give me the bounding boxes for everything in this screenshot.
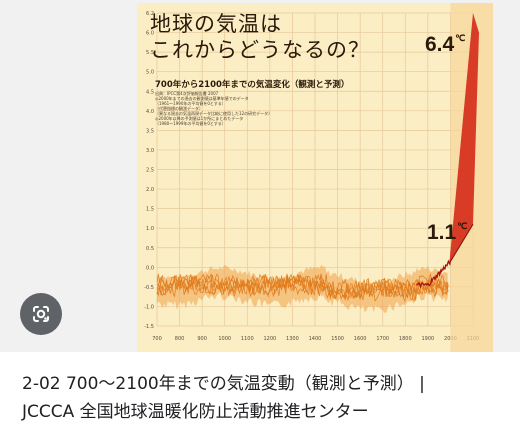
note-line: （異なる過去の気温再現データ比較に使用した12の研究データ） [155,111,273,116]
y-tick-label: -1.5 [144,324,154,330]
y-tick-label: 0.5 [146,246,154,252]
note-line: ◎2000年までの過去の観測値は基準年値でのデータ [155,96,249,101]
observed-line [416,259,452,289]
callout-low-value: 1.1 [427,221,457,244]
y-tick-label: 2.5 [146,168,154,174]
x-tick-label: 1300 [286,336,299,342]
x-tick-label: 1800 [399,336,412,342]
y-tick-label: -0.5 [144,285,154,291]
x-tick-label: 1000 [218,336,231,342]
poster-title-line1: 地球の気温は [150,12,282,36]
temperature-chart: 6.2 6.0 5.5 5.0 4.5 4.0 3.5 3.0 2.5 2.0 1.5 1.0 0.5 0… [144,3,493,352]
y-tick-label: 1.0 [146,226,154,232]
reconstruction-band [157,264,448,313]
y-tick-label: 5.0 [146,70,154,76]
temperature-poster: 6.2 6.0 5.5 5.0 4.5 4.0 3.5 3.0 2.5 2.0 1.5 1.0 0.5 0… [137,3,493,352]
callout-high: 6.4℃ [425,33,465,57]
callout-high-value: 6.4 [425,33,455,56]
x-tick-label: 1400 [309,336,322,342]
y-tick-label: 4.5 [146,89,154,95]
note-line: （代替指標の観測データ） [155,106,203,111]
callout-high-unit: ℃ [455,33,466,43]
note-line: （1961〜1990年の平均値を0とする） [155,101,226,106]
y-tick-label: 2.0 [146,187,154,193]
y-tick-label: 5.5 [146,50,154,56]
y-tick-label: 6.2 [146,11,154,17]
chart-notes: 出典：IPCC第4次評価報告書 2007 ◎2000年までの過去の観測値は基準年… [155,91,272,126]
y-tick-label: 4.0 [146,109,154,115]
callout-low: 1.1℃ [427,221,467,245]
x-tick-label: 1600 [354,336,367,342]
projection-low-line [448,224,474,264]
caption-line1: 2-02 700～2100年までの気温変動（観測と予測） | [22,374,425,394]
x-tick-label: 900 [197,336,207,342]
y-tick-label: -1.0 [144,304,154,310]
poster-title: 地球の気温は これからどうなるの？ [150,11,370,63]
projection-fan [449,13,479,264]
x-tick-label: 1100 [241,336,254,342]
y-tick-label: 1.5 [146,207,154,213]
y-tick-label: 3.0 [146,148,154,154]
y-tick-label: 6.0 [146,31,154,37]
x-tick-label: 800 [175,336,185,342]
reconstruction-line [156,273,449,301]
y-tick-label: 3.5 [146,128,154,134]
x-tick-label: 1900 [421,336,434,342]
google-lens-icon [33,306,49,322]
note-line: （1980〜1999年の平均値を0とする） [155,121,226,126]
chart-subtitle: 700年から2100年までの気温変化（観測と予測） [155,80,350,90]
result-caption[interactable]: 2-02 700～2100年までの気温変動（観測と予測） | JCCCA 全国地… [22,370,502,426]
x-tick-label: 1500 [331,336,344,342]
x-tick-label: 700 [152,336,162,342]
x-tick-label: 1200 [263,336,276,342]
google-lens-button[interactable] [20,293,62,335]
y-tick-label: 0.0 [146,265,154,271]
poster-title-line2: これからどうなるの？ [150,38,370,62]
note-line: 出典：IPCC第4次評価報告書 2007 [155,91,219,96]
caption-line2: JCCCA 全国地球温暖化防止活動推進センター [22,402,369,422]
note-line: ◎2000年以降の予測値は1か所にまとめたデータ [155,116,244,121]
callout-low-unit: ℃ [457,221,468,231]
reconstruction-line [156,273,449,303]
image-thumbnail[interactable]: 6.2 6.0 5.5 5.0 4.5 4.0 3.5 3.0 2.5 2.0 1.5 1.0 0.5 0… [0,0,520,352]
x-tick-label: 1700 [376,336,389,342]
